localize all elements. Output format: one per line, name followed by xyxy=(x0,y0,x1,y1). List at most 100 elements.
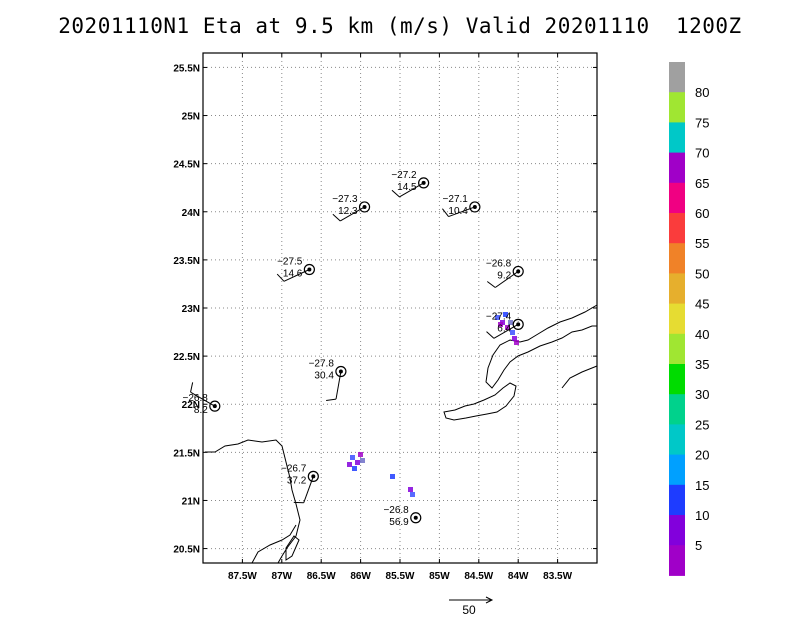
shading-cell xyxy=(508,320,513,325)
shading-cell xyxy=(352,466,357,471)
coastline-isla-juventud xyxy=(561,365,598,389)
colorbar-swatch xyxy=(669,92,685,123)
colorbar-swatch xyxy=(669,454,685,486)
wind-barb-flag xyxy=(332,213,341,222)
station-top-label: −26.8 xyxy=(183,393,209,404)
colorbar-label: 5 xyxy=(695,538,702,553)
shading-cell xyxy=(514,340,519,345)
coastline-cuba xyxy=(485,304,598,389)
station-top-label: −26.7 xyxy=(281,463,307,474)
colorbar-swatch xyxy=(669,545,685,576)
colorbar-swatch xyxy=(669,243,685,274)
station-top-label: −26.8 xyxy=(383,505,409,516)
wind-barb-shaft xyxy=(303,476,314,503)
station-plots: −27.214.5 −27.312.3 −27.110.4 −27.514.6 −26.… xyxy=(183,170,524,528)
colorbar-swatch xyxy=(669,62,685,93)
shading-cell xyxy=(390,474,395,479)
precipitation-shading xyxy=(347,312,519,497)
colorbar: 80 75 70 65 60 55 50 45 40 35 30 25 20 15 10 5 xyxy=(669,62,709,576)
station-bottom-label: 10.4 xyxy=(448,206,468,217)
shading-cell xyxy=(510,330,515,335)
colorbar-label: 70 xyxy=(695,146,709,161)
shading-cell xyxy=(360,458,365,463)
station-circle xyxy=(209,400,221,412)
coastline xyxy=(205,304,598,564)
y-tick-label: 21.5N xyxy=(173,448,200,459)
reference-vector: 50 xyxy=(449,596,494,617)
colorbar-swatch xyxy=(669,515,685,546)
colorbar-label: 25 xyxy=(695,417,709,432)
wind-barb-flag xyxy=(441,208,449,217)
shading-cell xyxy=(495,315,500,320)
station: −27.312.3 xyxy=(332,194,371,222)
y-tick-label: 22.5N xyxy=(173,352,200,363)
shading-cell xyxy=(350,455,355,460)
coastline-cuba-south xyxy=(443,382,517,421)
colorbar-label: 80 xyxy=(695,85,709,100)
colorbar-label: 35 xyxy=(695,357,709,372)
station: −26.737.2 xyxy=(281,463,319,504)
station-bottom-label: 12.3 xyxy=(338,206,358,217)
grid xyxy=(203,53,597,563)
station: −26.856.9 xyxy=(383,505,422,528)
x-tick-label: 87.5W xyxy=(228,571,257,582)
station-dot xyxy=(413,515,418,520)
y-axis-ticks: 25.5N 25N 24.5N 24N 23.5N 23N 22.5N 22N 21.5N 21N… xyxy=(173,63,597,556)
colorbar-label: 55 xyxy=(695,236,709,251)
shading-cell xyxy=(498,322,503,327)
x-tick-label: 85.5W xyxy=(386,571,415,582)
colorbar-label: 10 xyxy=(695,508,709,523)
colorbar-label: 40 xyxy=(695,327,709,342)
wind-barb-flag xyxy=(391,189,400,198)
station: −27.46.4 xyxy=(486,311,524,339)
x-tick-label: 86W xyxy=(350,571,371,582)
station-bottom-label: 30.4 xyxy=(314,371,334,382)
colorbar-label: 65 xyxy=(695,176,709,191)
coastline-cozumel xyxy=(285,535,300,561)
shading-cell xyxy=(408,487,413,492)
y-tick-label: 20.5N xyxy=(173,545,200,556)
station-bottom-label: 14.6 xyxy=(283,269,303,280)
chart-title: 20201110N1 Eta at 9.5 km (m/s) Valid 202… xyxy=(58,14,742,38)
x-tick-label: 84.5W xyxy=(464,571,493,582)
station-top-label: −27.3 xyxy=(332,194,358,205)
x-tick-label: 85W xyxy=(429,571,450,582)
wind-barb-shaft xyxy=(399,182,424,198)
station-circle xyxy=(335,365,347,378)
colorbar-swatch xyxy=(669,152,685,184)
y-tick-label: 25N xyxy=(182,112,200,123)
wind-barb-flag xyxy=(276,273,285,282)
colorbar-swatch xyxy=(669,333,685,365)
station-circle xyxy=(512,265,524,278)
colorbar-label: 15 xyxy=(695,478,709,493)
y-tick-label: 24.5N xyxy=(173,160,200,171)
station-circle xyxy=(358,201,371,213)
station-circle xyxy=(512,318,524,330)
x-axis-ticks: 87.5W 87W 86.5W 86W 85.5W 85W 84.5W 84W 83.5W xyxy=(228,53,573,582)
shading-cell xyxy=(347,462,352,467)
station: −26.89.2 xyxy=(486,258,524,288)
station-bottom-label: 14.5 xyxy=(397,182,417,193)
colorbar-label: 75 xyxy=(695,115,709,130)
colorbar-label: 45 xyxy=(695,297,709,312)
coastline-yucatan xyxy=(205,439,301,564)
shading-cell xyxy=(355,460,360,465)
station-top-label: −27.1 xyxy=(443,194,469,205)
wind-barb-shaft xyxy=(493,323,519,339)
station-circle xyxy=(418,177,430,189)
shading-cell xyxy=(512,336,517,341)
station-top-label: −27.8 xyxy=(309,359,335,370)
station-top-label: −27.2 xyxy=(391,170,417,181)
colorbar-label: 60 xyxy=(695,206,709,221)
station-circle xyxy=(410,512,422,524)
y-tick-label: 22N xyxy=(182,400,200,411)
wind-barb-shaft xyxy=(283,269,310,282)
station-bottom-label: 8.2 xyxy=(194,405,208,416)
y-tick-label: 23.5N xyxy=(173,256,200,267)
colorbar-swatch xyxy=(669,303,685,335)
y-tick-label: 23N xyxy=(182,304,200,315)
wind-barb-shaft xyxy=(190,391,216,407)
y-tick-label: 24N xyxy=(182,208,200,219)
station-circle xyxy=(303,263,315,276)
